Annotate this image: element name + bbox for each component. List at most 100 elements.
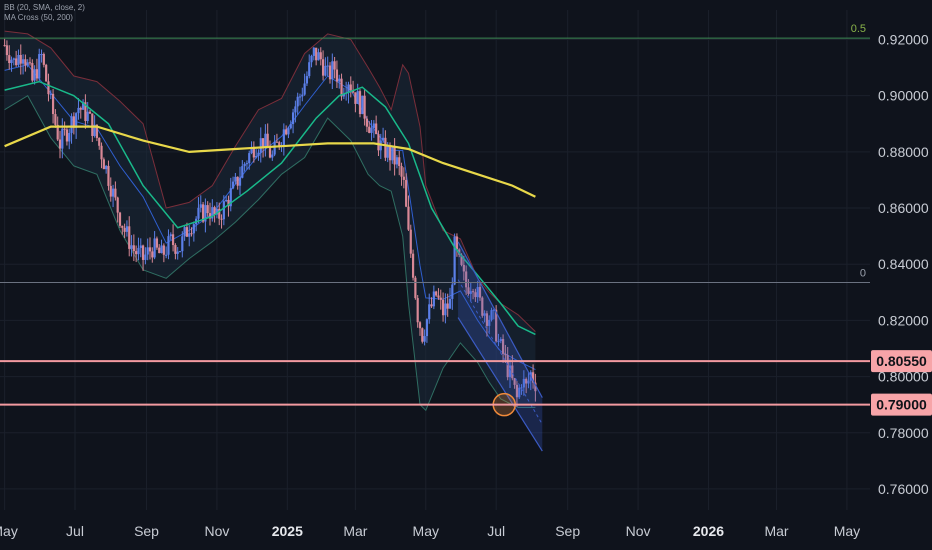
candle-body (469, 291, 472, 294)
candle-body (409, 229, 412, 254)
candle-body (375, 123, 378, 135)
channel-lower-line[interactable] (457, 317, 543, 452)
candle-body (181, 236, 184, 252)
candle-body (208, 213, 212, 219)
candle-body (349, 84, 352, 91)
price-tick-label: 0.82000 (878, 312, 929, 328)
candle-body (49, 93, 52, 95)
candle-body (123, 227, 126, 232)
candle-body (467, 287, 470, 294)
candle-body (425, 319, 429, 337)
candle-body (363, 95, 366, 119)
channel-fill (458, 241, 543, 452)
price-tick-label: 0.90000 (878, 88, 929, 104)
candle-body (310, 55, 313, 63)
candle-body (118, 212, 122, 226)
candle-body (257, 152, 260, 156)
candle-body (308, 62, 311, 77)
candle-body (91, 113, 94, 136)
time-tick-label: Mar (343, 523, 367, 539)
candle-body (495, 309, 498, 342)
candle-body (88, 111, 92, 114)
candle-body (398, 157, 401, 167)
candle-body (354, 92, 357, 104)
channel-upper-line[interactable] (457, 241, 543, 398)
candle-body (416, 298, 419, 323)
candle-body (296, 96, 299, 107)
candle-body (527, 380, 530, 384)
candle-body (171, 234, 175, 246)
candle-body (278, 142, 281, 147)
candle-body (185, 227, 189, 237)
time-tick-label: May (413, 523, 439, 539)
indicator-legend: BB (20, SMA, close, 2) MA Cross (50, 200… (4, 3, 85, 23)
candle-body (312, 47, 315, 56)
candle-body (455, 236, 459, 250)
time-axis[interactable]: May Jul Sep Nov 2025 Mar May Jul Sep Nov 2026 Mar Ma… (0, 523, 860, 539)
candle-body (499, 339, 502, 342)
candle-body (75, 113, 78, 128)
candle-body (356, 91, 359, 104)
support-price-tag[interactable] (871, 393, 932, 416)
candle-body (338, 78, 341, 82)
price-tick-label: 0.88000 (878, 144, 929, 160)
candle-body (234, 176, 237, 182)
candle-body (497, 341, 500, 343)
candle-body (17, 54, 20, 66)
price-axis[interactable]: 0.92000 0.90000 0.88000 0.86000 0.84000 0.820… (878, 31, 929, 496)
candle-body (372, 123, 375, 128)
candle-body (289, 124, 292, 129)
candle-body (430, 304, 433, 307)
time-tick-label: May (834, 523, 860, 539)
candle-body (12, 58, 15, 60)
candle-body (146, 247, 149, 255)
candle-body (68, 132, 71, 142)
horizontal-levels[interactable]: 0.5 0 0.80550 0.79000 (0, 23, 932, 416)
candle-body (271, 154, 274, 158)
candle-body (65, 129, 69, 142)
resistance-price-tag[interactable] (871, 350, 932, 373)
candle-body (388, 145, 392, 161)
candle-body (418, 322, 422, 329)
candle-body (255, 155, 258, 158)
fib-0-label: 0 (860, 267, 866, 279)
candle-body (42, 54, 45, 65)
support-price-tag-text: 0.79000 (876, 397, 927, 413)
candle-body (77, 107, 80, 114)
candle-body (38, 54, 41, 79)
candle-body (238, 177, 242, 186)
candle-body (204, 205, 207, 222)
candle-body (178, 251, 182, 253)
candle-body (137, 247, 140, 255)
price-tick-label: 0.92000 (878, 31, 929, 47)
candle-body (347, 84, 350, 93)
candle-body (298, 96, 302, 98)
candle-body (393, 147, 396, 165)
candle-body (476, 287, 479, 298)
candle-body (370, 127, 373, 133)
candle-body (428, 304, 431, 320)
candle-body (465, 271, 468, 288)
candle-body (245, 163, 249, 165)
candle-body (95, 124, 99, 138)
candle-body (333, 61, 336, 70)
candle-body (315, 47, 318, 61)
bb-legend-label[interactable]: BB (20, SMA, close, 2) (4, 3, 85, 12)
candle-body (109, 185, 112, 197)
ma-legend-label[interactable]: MA Cross (50, 200) (4, 13, 73, 22)
candle-body (220, 218, 223, 220)
candle-body (128, 226, 131, 249)
candle-body (199, 204, 202, 208)
candle-body (218, 208, 221, 219)
descending-channel[interactable] (457, 241, 543, 452)
candle-body (303, 83, 306, 95)
candle-body (98, 137, 101, 146)
candle-body (264, 133, 267, 149)
candle-body (148, 247, 152, 252)
candle-body (285, 129, 288, 135)
candle-body (201, 204, 205, 222)
candle-body (144, 254, 147, 260)
candle-body (26, 62, 29, 66)
candle-body (326, 65, 329, 67)
